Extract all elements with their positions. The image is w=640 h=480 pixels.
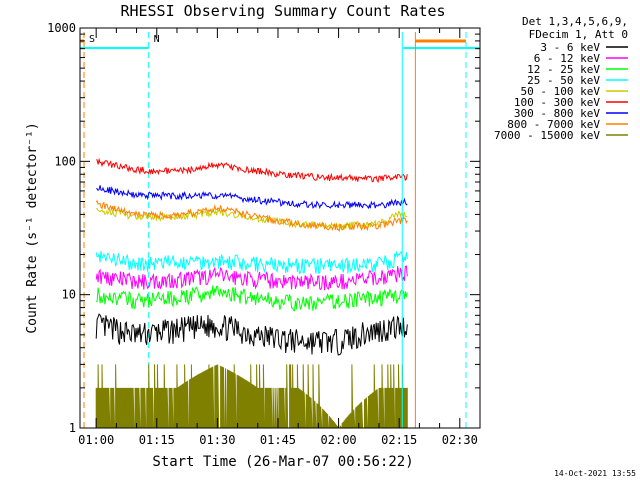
legend-label-8: 7000 - 15000 keV <box>494 129 600 142</box>
legend-label-0: 3 - 6 keV <box>540 41 600 54</box>
legend-header-line-0: Det 1,3,4,5,6,9, <box>522 15 628 28</box>
axes: 1 10 100 1000 01:00 01:15 01:30 01:45 02:00 02:15… <box>47 21 481 447</box>
x-tick-label: 01:30 <box>199 433 235 447</box>
series-line-7 <box>95 199 408 233</box>
legend: Det 1,3,4,5,6,9,FDecim 1, Att 03 - 6 keV… <box>494 15 628 142</box>
y-tick-label: 1 <box>69 421 76 435</box>
legend-label-7: 800 - 7000 keV <box>507 118 600 131</box>
y-axis-label: Count Rate (s⁻¹ detector⁻¹) <box>25 122 40 333</box>
legend-label-3: 25 - 50 keV <box>527 74 600 87</box>
series-line-5 <box>96 157 408 184</box>
series-line-3 <box>95 250 408 275</box>
y-tick-label: 1000 <box>47 21 76 35</box>
legend-label-6: 300 - 800 keV <box>514 107 600 120</box>
x-tick-label: 02:15 <box>381 433 417 447</box>
legend-label-5: 100 - 300 keV <box>514 96 600 109</box>
x-tick-label: 01:15 <box>139 433 175 447</box>
legend-label-1: 6 - 12 keV <box>534 52 601 65</box>
series-line-2 <box>95 285 408 312</box>
plot-frame <box>79 27 481 429</box>
x-tick-label: 01:00 <box>78 433 114 447</box>
footer-timestamp: 14-Oct-2021 13:55 <box>554 469 636 478</box>
series-line-6 <box>96 185 408 210</box>
legend-header-line-1: FDecim 1, Att 0 <box>529 28 628 41</box>
chart-title: RHESSI Observing Summary Count Rates <box>120 2 445 20</box>
series-line-1 <box>95 265 408 291</box>
annotation-label-n: N <box>154 34 160 45</box>
x-tick-label: 01:45 <box>260 433 296 447</box>
legend-label-4: 50 - 100 keV <box>521 85 601 98</box>
x-axis-label: Start Time (26-Mar-07 00:56:22) <box>152 454 413 470</box>
y-tick-label: 10 <box>62 288 76 302</box>
series-line-8 <box>95 364 408 429</box>
y-tick-label: 100 <box>54 154 76 168</box>
series-line-0 <box>95 313 408 356</box>
x-tick-label: 02:30 <box>442 433 478 447</box>
x-tick-label: 02:00 <box>321 433 357 447</box>
legend-label-2: 12 - 25 keV <box>527 63 600 76</box>
annotation-label-s: S <box>89 34 95 45</box>
